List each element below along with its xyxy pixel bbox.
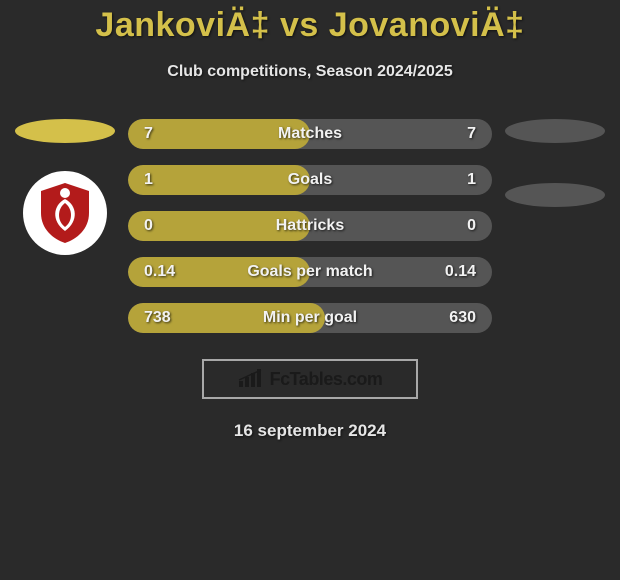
page-title: JankoviÄ‡ vs JovanoviÄ‡ — [0, 6, 620, 45]
widget-root: JankoviÄ‡ vs JovanoviÄ‡ Club competition… — [0, 0, 620, 441]
stat-label: Hattricks — [198, 217, 422, 235]
main-area: 7Matches7 1Goals1 0Hattricks0 0.14Goals per… — [0, 119, 620, 333]
date-text: 16 september 2024 — [0, 421, 620, 441]
stat-value-left: 0.14 — [128, 263, 198, 281]
stat-label: Goals — [198, 171, 422, 189]
stat-label: Min per goal — [198, 309, 422, 327]
right-player-col — [500, 119, 610, 207]
shield-icon — [31, 179, 99, 247]
subtitle: Club competitions, Season 2024/2025 — [0, 63, 620, 81]
player-indicator-left — [15, 119, 115, 143]
stat-label: Matches — [198, 125, 422, 143]
player-indicator-right-2 — [505, 183, 605, 207]
stat-value-left: 7 — [128, 125, 198, 143]
stat-label: Goals per match — [198, 263, 422, 281]
stat-value-left: 1 — [128, 171, 198, 189]
brand-text: FcTables.com — [270, 369, 383, 390]
stat-row: 738Min per goal630 — [128, 303, 492, 333]
stat-row: 1Goals1 — [128, 165, 492, 195]
brand-badge[interactable]: FcTables.com — [202, 359, 418, 399]
stat-value-right: 0.14 — [422, 263, 492, 281]
stat-value-right: 630 — [422, 309, 492, 327]
stat-row: 0.14Goals per match0.14 — [128, 257, 492, 287]
club-logo-left — [23, 171, 107, 255]
stat-row: 0Hattricks0 — [128, 211, 492, 241]
player-indicator-right-1 — [505, 119, 605, 143]
left-player-col — [10, 119, 120, 255]
stat-row: 7Matches7 — [128, 119, 492, 149]
bars-icon — [238, 369, 264, 389]
stat-value-left: 0 — [128, 217, 198, 235]
stats-column: 7Matches7 1Goals1 0Hattricks0 0.14Goals per… — [120, 119, 500, 333]
stat-value-right: 0 — [422, 217, 492, 235]
stat-value-left: 738 — [128, 309, 198, 327]
stat-value-right: 7 — [422, 125, 492, 143]
stat-value-right: 1 — [422, 171, 492, 189]
